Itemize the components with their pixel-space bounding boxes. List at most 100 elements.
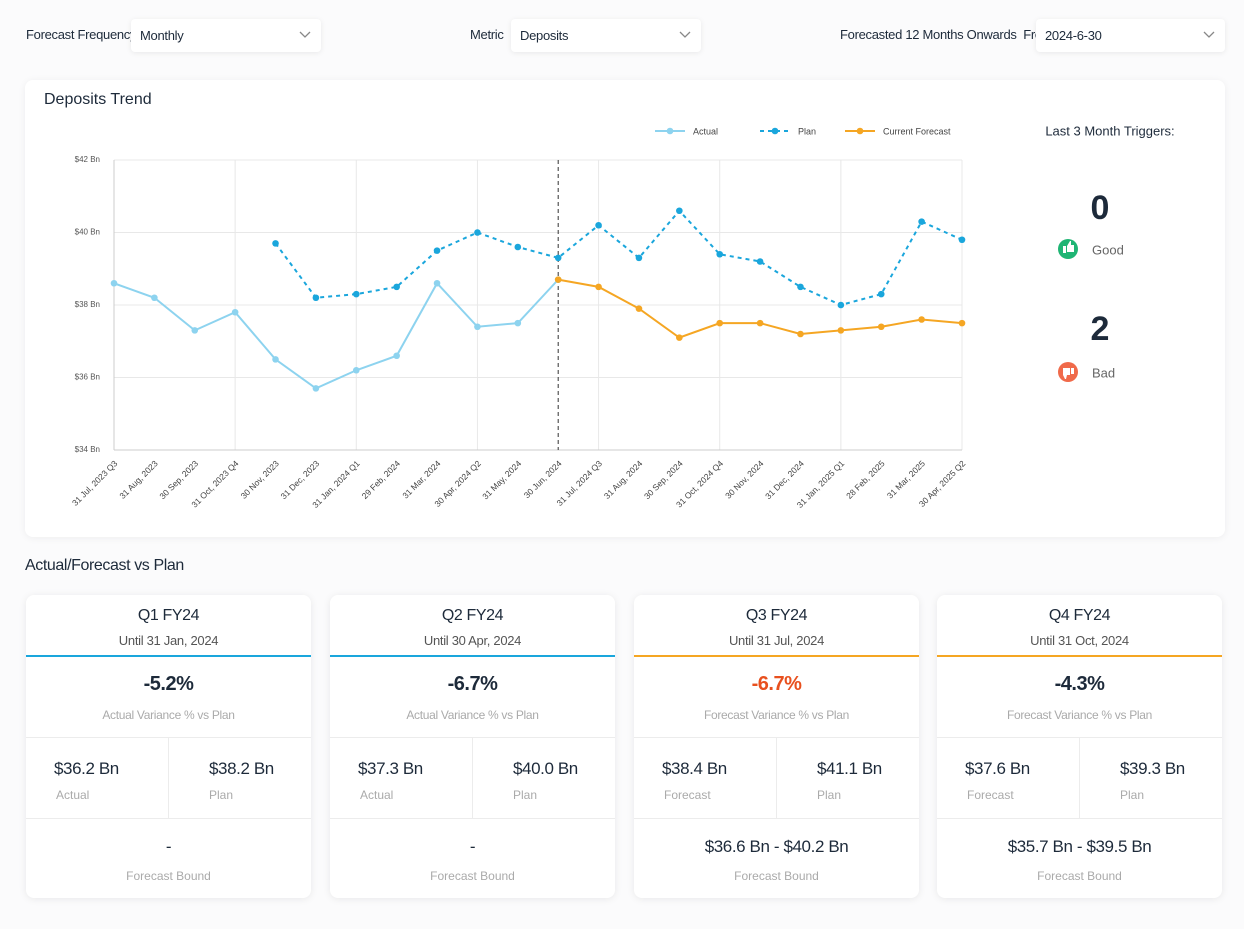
dropdown[interactable]: Deposits <box>511 19 701 52</box>
data-point <box>554 254 562 262</box>
right-label: Plan <box>1120 788 1145 802</box>
chevron <box>1203 31 1215 38</box>
data-point <box>756 258 764 265</box>
card-accent <box>26 655 311 657</box>
kpi-card: Q3 FY24 Until 31 Jul, 2024 -6.7% Forecast V… <box>634 595 919 898</box>
legend-dot <box>856 127 864 135</box>
data-point <box>433 247 441 254</box>
right-value: $41.1 Bn <box>817 759 882 778</box>
legend-dot <box>771 127 779 135</box>
divider <box>168 738 169 818</box>
card-title: Q2 FY24 <box>441 607 504 624</box>
divider <box>330 737 615 738</box>
x-tick-label: 30 Jun, 2024 <box>522 458 564 500</box>
data-point <box>312 385 320 392</box>
dropdown-value: Deposits <box>520 28 569 43</box>
data-point <box>514 319 522 327</box>
divider <box>634 818 919 819</box>
right-label: Plan <box>817 788 842 802</box>
data-point <box>393 352 400 360</box>
dropdown-value: Monthly <box>140 28 184 43</box>
data-point <box>474 323 481 331</box>
variance-label: Actual Variance % vs Plan <box>406 708 539 722</box>
data-point <box>231 308 239 316</box>
data-point <box>676 207 683 215</box>
variance: -4.3% <box>1054 673 1105 695</box>
section-title: Actual/Forecast vs Plan <box>25 557 184 574</box>
left-value: $36.2 Bn <box>54 759 119 778</box>
data-point <box>352 290 360 298</box>
y-tick-label: $38 Bn <box>75 300 100 309</box>
data-point <box>958 319 966 327</box>
kpi-card: Q4 FY24 Until 31 Oct, 2024 -4.3% Forecast V… <box>937 595 1222 898</box>
data-point <box>191 327 199 334</box>
chevron <box>299 31 311 38</box>
data-point <box>272 240 279 247</box>
data-point <box>151 294 158 302</box>
data-point <box>756 319 764 327</box>
divider <box>937 737 1222 738</box>
x-tick-label: 31 Mar, 2025 <box>885 458 927 500</box>
card-subtitle: Until 31 Jul, 2024 <box>728 633 825 648</box>
y-tick-label: $42 Bn <box>75 155 100 164</box>
forecast-bound: $36.6 Bn - $40.2 Bn <box>704 837 849 856</box>
y-tick-label: $34 Bn <box>75 445 100 454</box>
data-point <box>514 243 522 251</box>
data-point <box>110 279 118 287</box>
data-point <box>797 283 804 291</box>
x-tick-label: 31 Dec, 2024 <box>763 458 806 501</box>
card-accent <box>634 655 919 657</box>
forecast-bound-label: Forecast Bound <box>734 869 819 883</box>
data-point <box>312 294 320 302</box>
dropdown[interactable]: Monthly <box>131 19 321 52</box>
right-value: $40.0 Bn <box>513 759 578 778</box>
left-label: Forecast <box>664 788 711 802</box>
x-tick-label: 30 Nov, 2023 <box>239 458 282 501</box>
bad-count: 2 <box>1091 310 1110 348</box>
x-tick-label: 31 Jul, 2023 Q3 <box>70 458 120 508</box>
dropdown[interactable]: 2024-6-30 <box>1036 19 1225 52</box>
data-point <box>474 229 481 236</box>
card-title: Q4 FY24 <box>1048 607 1111 624</box>
card-subtitle: Until 30 Apr, 2024 <box>423 633 522 648</box>
forecast-bound-label: Forecast Bound <box>1037 869 1122 883</box>
data-point <box>918 218 925 225</box>
data-point <box>635 254 643 262</box>
data-point <box>716 250 724 258</box>
chart: Deposits Trend Last 3 Month Triggers: 0 … <box>44 91 1175 510</box>
divider <box>472 738 473 818</box>
right-label: Plan <box>513 788 538 802</box>
divider <box>1079 738 1080 818</box>
divider <box>937 818 1222 819</box>
triggers-title: Last 3 Month Triggers: <box>1045 123 1174 138</box>
card-title: Q1 FY24 <box>137 607 200 624</box>
data-point <box>554 276 562 283</box>
left-label: Forecast <box>967 788 1014 802</box>
right-value: $39.3 Bn <box>1120 759 1185 778</box>
left-value: $37.3 Bn <box>358 759 423 778</box>
data-point <box>595 221 602 229</box>
series-line <box>558 278 963 339</box>
control-label: Forecasted 12 Months Onwards From <box>840 27 1053 42</box>
legend-label: Actual <box>693 126 718 136</box>
data-point <box>837 327 845 334</box>
series-line <box>113 278 559 390</box>
good-count: 0 <box>1091 189 1110 227</box>
x-tick-label: 30 Sep, 2023 <box>157 458 200 501</box>
x-tick-label: 31 Aug, 2023 <box>117 458 160 501</box>
card-accent <box>330 655 615 657</box>
variance: -5.2% <box>143 673 194 695</box>
left-label: Actual <box>56 788 90 802</box>
left-value: $38.4 Bn <box>662 759 727 778</box>
x-tick-label: 31 Mar, 2024 <box>400 458 442 500</box>
variance-label: Actual Variance % vs Plan <box>102 708 235 722</box>
x-tick-label: 30 Sep, 2024 <box>642 458 685 501</box>
kpi-card: Q2 FY24 Until 30 Apr, 2024 -6.7% Actual Var… <box>330 595 615 898</box>
control-label: Forecast Frequency <box>26 27 137 42</box>
good-label: Good <box>1092 242 1124 257</box>
data-point <box>635 305 643 312</box>
chart-card: Deposits Trend Last 3 Month Triggers: 0 … <box>25 80 1225 537</box>
legend-dot <box>666 127 674 135</box>
data-point <box>352 366 360 374</box>
